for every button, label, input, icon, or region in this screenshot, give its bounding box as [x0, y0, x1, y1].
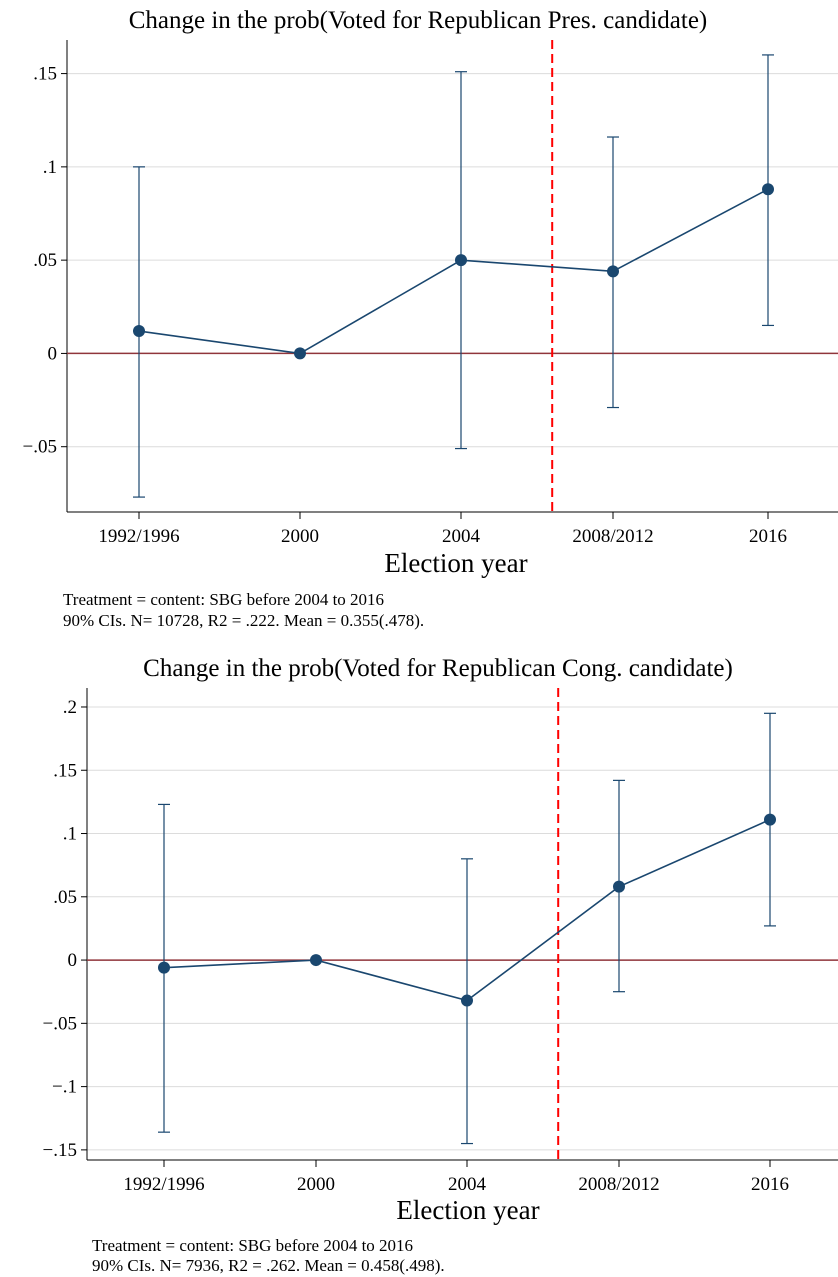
chart-title: Change in the prob(Voted for Republican …	[143, 655, 733, 682]
note-line-2: 90% CIs. N= 10728, R2 = .222. Mean = 0.3…	[63, 611, 424, 630]
y-tick-label: −.05	[23, 437, 57, 458]
data-point	[461, 994, 473, 1007]
note-line-1: Treatment = content: SBG before 2004 to …	[92, 1236, 413, 1255]
y-tick-label: .05	[33, 250, 57, 271]
x-tick-label: 2000	[297, 1174, 335, 1195]
x-tick-label: 2004	[442, 526, 481, 547]
data-point	[762, 183, 774, 196]
note-line-1: Treatment = content: SBG before 2004 to …	[63, 590, 384, 609]
x-axis-label: Election year	[396, 1195, 539, 1225]
data-point	[294, 347, 306, 360]
x-axis-label: Election year	[384, 548, 527, 578]
data-point	[764, 813, 776, 826]
y-tick-label: 0	[48, 343, 58, 364]
grid	[87, 706, 838, 1151]
note-line-2: 90% CIs. N= 7936, R2 = .262. Mean = 0.45…	[92, 1256, 445, 1275]
chart-title: Change in the prob(Voted for Republican …	[129, 7, 708, 34]
data-point	[607, 265, 619, 278]
data-point	[613, 880, 625, 893]
marks: −.05 0 .05 .1 .15 1992/1996 2000 2004 2008/2012 2…	[23, 40, 838, 547]
y-tick-label: −.15	[43, 1140, 77, 1161]
y-tick-label: 0	[68, 950, 78, 971]
y-tick-label: −.1	[52, 1077, 77, 1098]
y-tick-label: .15	[53, 760, 77, 781]
x-tick-label: 2016	[751, 1174, 789, 1195]
y-tick-label: −.05	[43, 1013, 77, 1034]
x-tick-label: 1992/1996	[123, 1174, 204, 1195]
y-tick-label: .2	[63, 697, 77, 718]
x-tick-label: 2004	[448, 1174, 487, 1195]
y-tick-label: .1	[43, 157, 57, 178]
marks: −.15 −.1 −.05 0 .05 .1 .15 .2 1992/1996 2000 2004 2…	[43, 688, 838, 1195]
chart-panel-congressional: Change in the prob(Voted for Republican …	[43, 655, 838, 1275]
y-tick-label: .05	[53, 887, 77, 908]
data-point	[310, 954, 322, 967]
series-line	[138, 188, 769, 355]
data-point	[133, 325, 145, 338]
x-tick-label: 2016	[749, 526, 787, 547]
y-tick-label: .15	[33, 64, 57, 85]
chart-panel-presidential: Change in the prob(Voted for Republican …	[23, 7, 838, 630]
data-point	[455, 254, 467, 267]
x-tick-label: 2008/2012	[578, 1174, 659, 1195]
x-tick-label: 2000	[281, 526, 319, 547]
y-tick-label: .1	[63, 824, 77, 845]
data-point	[158, 961, 170, 974]
x-tick-label: 2008/2012	[572, 526, 653, 547]
x-tick-label: 1992/1996	[98, 526, 179, 547]
grid	[67, 73, 838, 448]
